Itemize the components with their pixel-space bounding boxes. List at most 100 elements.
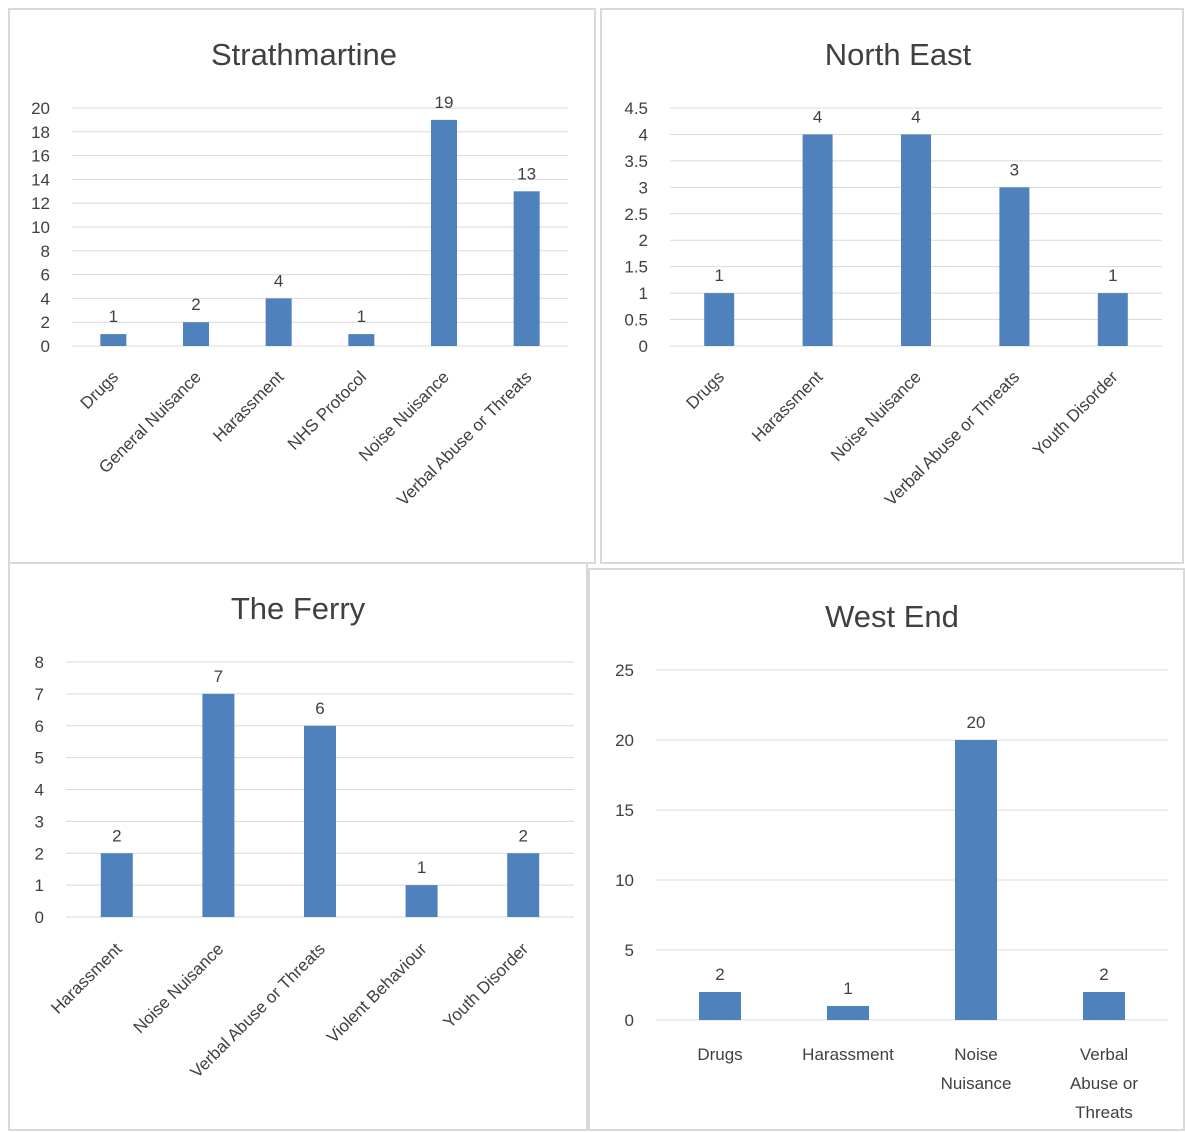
y-tick-label: 3 <box>35 812 44 831</box>
data-label: 13 <box>517 164 536 183</box>
y-tick-label: 4 <box>35 781 44 800</box>
y-tick-label: 7 <box>35 685 44 704</box>
chart-panel-the-ferry: The Ferry 0 1 2 3 4 5 6 7 8 2 Harassment 7 Noise Nuis… <box>8 564 588 1131</box>
bar <box>507 853 540 917</box>
chart-title: North East <box>825 37 972 72</box>
bar <box>348 334 375 346</box>
category-label: Harassment <box>209 367 287 445</box>
bar <box>802 134 833 346</box>
y-tick-label: 8 <box>41 242 50 261</box>
data-label: 1 <box>714 266 723 285</box>
y-tick-label: 5 <box>35 749 44 768</box>
chart-title: The Ferry <box>231 591 366 626</box>
data-label: 1 <box>357 307 366 326</box>
y-tick-label: 2 <box>35 844 44 863</box>
data-label: 4 <box>274 271 283 290</box>
y-tick-label: 2.5 <box>624 205 648 224</box>
category-label: Verbal Abuse or Threats <box>393 367 535 509</box>
y-tick-label: 3 <box>639 178 648 197</box>
y-tick-label: 12 <box>31 194 50 213</box>
bar <box>699 992 741 1020</box>
y-tick-label: 5 <box>625 941 634 960</box>
y-tick-label: 0 <box>625 1011 634 1030</box>
category-label: Harassment <box>802 1045 894 1064</box>
category-label: Drugs <box>77 367 123 413</box>
data-label: 2 <box>1099 965 1108 984</box>
bar <box>183 322 209 346</box>
y-tick-label: 0 <box>35 908 44 927</box>
chart-panel-strathmartine: Strathmartine 0 2 4 6 8 10 12 14 16 18 20 1 Drugs 2 Gen… <box>8 8 596 564</box>
bar <box>100 853 133 917</box>
data-label: 2 <box>518 826 527 845</box>
data-label: 2 <box>112 826 121 845</box>
category-label: Noise Nuisance <box>827 367 925 465</box>
data-label: 1 <box>1108 266 1117 285</box>
data-label: 1 <box>109 307 118 326</box>
y-tick-label: 15 <box>615 801 634 820</box>
y-tick-label: 6 <box>41 266 50 285</box>
category-label: Noise Nuisance <box>941 1045 1012 1093</box>
data-label: 2 <box>715 965 724 984</box>
y-tick-label: 6 <box>35 717 44 736</box>
bar <box>513 191 540 346</box>
y-tick-label: 18 <box>31 123 50 142</box>
data-label: 6 <box>315 699 324 718</box>
chart-title: West End <box>825 599 959 634</box>
bar <box>704 293 735 346</box>
y-tick-label: 4 <box>41 289 50 308</box>
bar <box>1097 293 1128 346</box>
chart-svg: Strathmartine024681012141618201Drugs2Gen… <box>31 37 568 510</box>
category-label: Harassment <box>748 367 826 445</box>
y-tick-label: 4.5 <box>624 99 648 118</box>
bar <box>1083 992 1125 1020</box>
y-tick-label: 16 <box>31 147 50 166</box>
chart-svg: West End 0 5 10 15 20 25 2 Drugs 1 Harassment 20 Noi… <box>615 599 1168 1122</box>
category-label: Verbal Abuse or Threats <box>1070 1045 1138 1122</box>
y-tick-label: 8 <box>35 653 44 672</box>
y-tick-label: 1 <box>639 284 648 303</box>
y-tick-label: 25 <box>615 661 634 680</box>
bar <box>901 134 931 346</box>
bar <box>999 187 1030 346</box>
data-label: 4 <box>813 107 822 126</box>
category-label: Youth Disorder <box>1029 367 1122 460</box>
bar <box>100 334 127 346</box>
data-label: 1 <box>843 979 852 998</box>
data-label: 2 <box>191 295 200 314</box>
bar <box>405 885 438 917</box>
bar <box>265 298 292 346</box>
data-label: 4 <box>911 107 920 126</box>
y-tick-label: 10 <box>31 218 50 237</box>
y-tick-label: 3.5 <box>624 152 648 171</box>
data-label: 19 <box>435 93 454 112</box>
y-tick-label: 20 <box>31 99 50 118</box>
data-label: 1 <box>417 858 426 877</box>
category-label: Youth Disorder <box>440 939 533 1032</box>
category-label: Drugs <box>697 1045 742 1064</box>
category-label: Violent Behaviour <box>323 939 431 1047</box>
bar <box>304 725 336 917</box>
y-tick-label: 1 <box>35 876 44 895</box>
y-tick-label: 2 <box>639 231 648 250</box>
bar <box>955 740 997 1020</box>
y-tick-label: 20 <box>615 731 634 750</box>
y-tick-label: 2 <box>41 313 50 332</box>
data-label: 20 <box>967 713 986 732</box>
y-tick-label: 1.5 <box>624 258 648 277</box>
y-tick-label: 0 <box>639 337 648 356</box>
y-tick-label: 14 <box>31 170 50 189</box>
y-tick-label: 0.5 <box>624 311 648 330</box>
category-label: Drugs <box>683 367 729 413</box>
category-label: Noise Nuisance <box>130 939 228 1037</box>
chart-panel-west-end: West End 0 5 10 15 20 25 2 Drugs 1 Harassment 20 Noi… <box>588 568 1185 1131</box>
category-label: NHS Protocol <box>284 367 370 453</box>
y-tick-label: 10 <box>615 871 634 890</box>
data-label: 3 <box>1010 160 1019 179</box>
y-tick-label: 0 <box>41 337 50 356</box>
bar <box>431 119 457 347</box>
chart-svg: The Ferry 0 1 2 3 4 5 6 7 8 2 Harassment 7 Noise Nuis… <box>35 591 574 1082</box>
bar <box>827 1006 869 1020</box>
data-label: 7 <box>214 667 223 686</box>
y-tick-label: 4 <box>639 125 648 144</box>
chart-svg: North East 0 0.5 1 1.5 2 2.5 3 3.5 4 4.5 1 Drugs 4 Har… <box>624 37 1162 510</box>
